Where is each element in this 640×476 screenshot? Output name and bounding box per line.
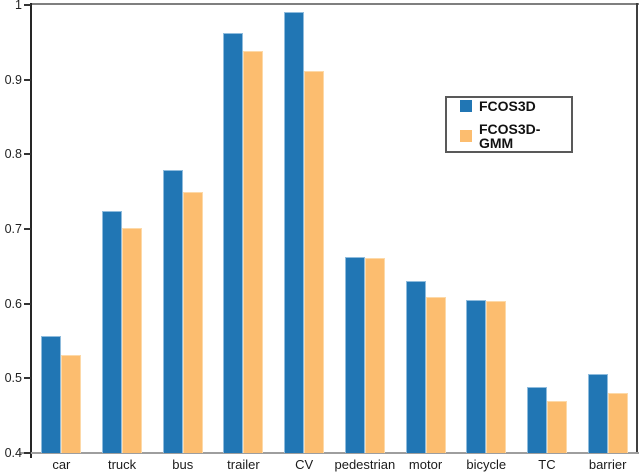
x-category-label: trailer [227, 457, 260, 472]
x-category-label: truck [107, 457, 137, 472]
y-tick-label: 0.9 [4, 72, 22, 87]
bar-FCOS3D-GMM-CV [304, 70, 325, 453]
bar-FCOS3D-GMM-pedestrian [364, 258, 385, 453]
y-tick-label: 0.4 [4, 446, 22, 460]
x-category-label: TC [538, 457, 556, 472]
y-tick-mark [24, 452, 31, 454]
y-tick-label: 0.6 [4, 296, 22, 311]
y-tick-mark [24, 228, 31, 230]
x-category-label: pedestrian [334, 457, 396, 472]
y-tick-label: 0.5 [4, 371, 22, 386]
bar-FCOS3D-CV [284, 11, 305, 453]
y-tick-label: 1 [15, 0, 22, 12]
bar-FCOS3D-GMM-TC [546, 400, 567, 453]
legend-item: FCOS3D-GMM [460, 122, 571, 150]
y-tick-label: 0.8 [4, 147, 22, 162]
bar-FCOS3D-TC [526, 387, 547, 453]
x-category-label: car [52, 457, 71, 472]
bar-FCOS3D-GMM-bicycle [486, 301, 507, 453]
bar-FCOS3D-GMM-car [61, 355, 82, 453]
bar-FCOS3D-GMM-truck [122, 227, 143, 453]
legend-item: FCOS3D [460, 99, 571, 113]
bar-FCOS3D-GMM-barrier [607, 392, 628, 453]
y-tick-mark [24, 78, 31, 81]
x-category-label: bus [172, 457, 194, 472]
bar-FCOS3D-pedestrian [344, 257, 365, 453]
y-axis-line [30, 3, 32, 458]
x-category-label: barrier [588, 457, 627, 472]
bar-FCOS3D-bus [162, 170, 183, 453]
legend-box: FCOS3D FCOS3D-GMM [445, 96, 573, 153]
x-category-label: motor [408, 457, 443, 472]
bar-FCOS3D-trailer [223, 33, 244, 453]
legend-label: FCOS3D [479, 98, 536, 114]
legend-swatch-icon [460, 130, 472, 142]
x-category-label: bicycle [466, 457, 507, 472]
bar-FCOS3D-motor [405, 281, 426, 453]
bar-FCOS3D-GMM-trailer [243, 51, 264, 453]
x-axis-line [20, 452, 639, 454]
bar-FCOS3D-GMM-motor [425, 296, 446, 453]
bar-FCOS3D-truck [102, 211, 123, 453]
bar-FCOS3D-car [41, 335, 62, 453]
legend-swatch-icon [460, 100, 472, 112]
y-tick-mark [24, 4, 31, 6]
y-tick-mark [24, 302, 31, 305]
x-category-label: CV [295, 457, 314, 472]
y-tick-mark [24, 153, 31, 156]
plot-frame-right [636, 3, 638, 454]
plot-frame-top [30, 3, 639, 5]
y-tick-mark [24, 377, 31, 380]
bar-FCOS3D-bicycle [466, 299, 487, 453]
bar-FCOS3D-GMM-bus [182, 192, 203, 453]
legend-label: FCOS3D-GMM [479, 121, 541, 151]
y-tick-label: 0.7 [4, 222, 22, 236]
bar-FCOS3D-barrier [587, 373, 608, 453]
